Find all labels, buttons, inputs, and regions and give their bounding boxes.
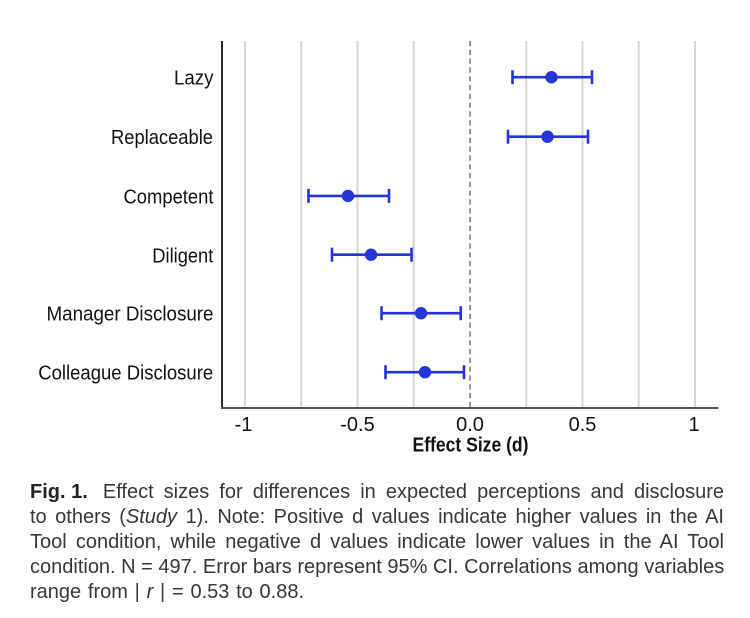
svg-text:Effect Size (d): Effect Size (d): [413, 435, 529, 457]
svg-text:Replaceable: Replaceable: [111, 127, 213, 149]
svg-text:1: 1: [688, 414, 699, 436]
svg-text:0.5: 0.5: [569, 414, 597, 436]
svg-text:Lazy: Lazy: [174, 68, 214, 90]
svg-text:Manager Disclosure: Manager Disclosure: [47, 304, 214, 326]
svg-text:Competent: Competent: [124, 186, 214, 208]
svg-text:-0.5: -0.5: [340, 414, 374, 436]
svg-text:0.0: 0.0: [456, 414, 484, 436]
svg-text:Diligent: Diligent: [152, 245, 213, 267]
svg-text:Colleague Disclosure: Colleague Disclosure: [38, 363, 213, 385]
svg-text:-1: -1: [235, 414, 253, 436]
